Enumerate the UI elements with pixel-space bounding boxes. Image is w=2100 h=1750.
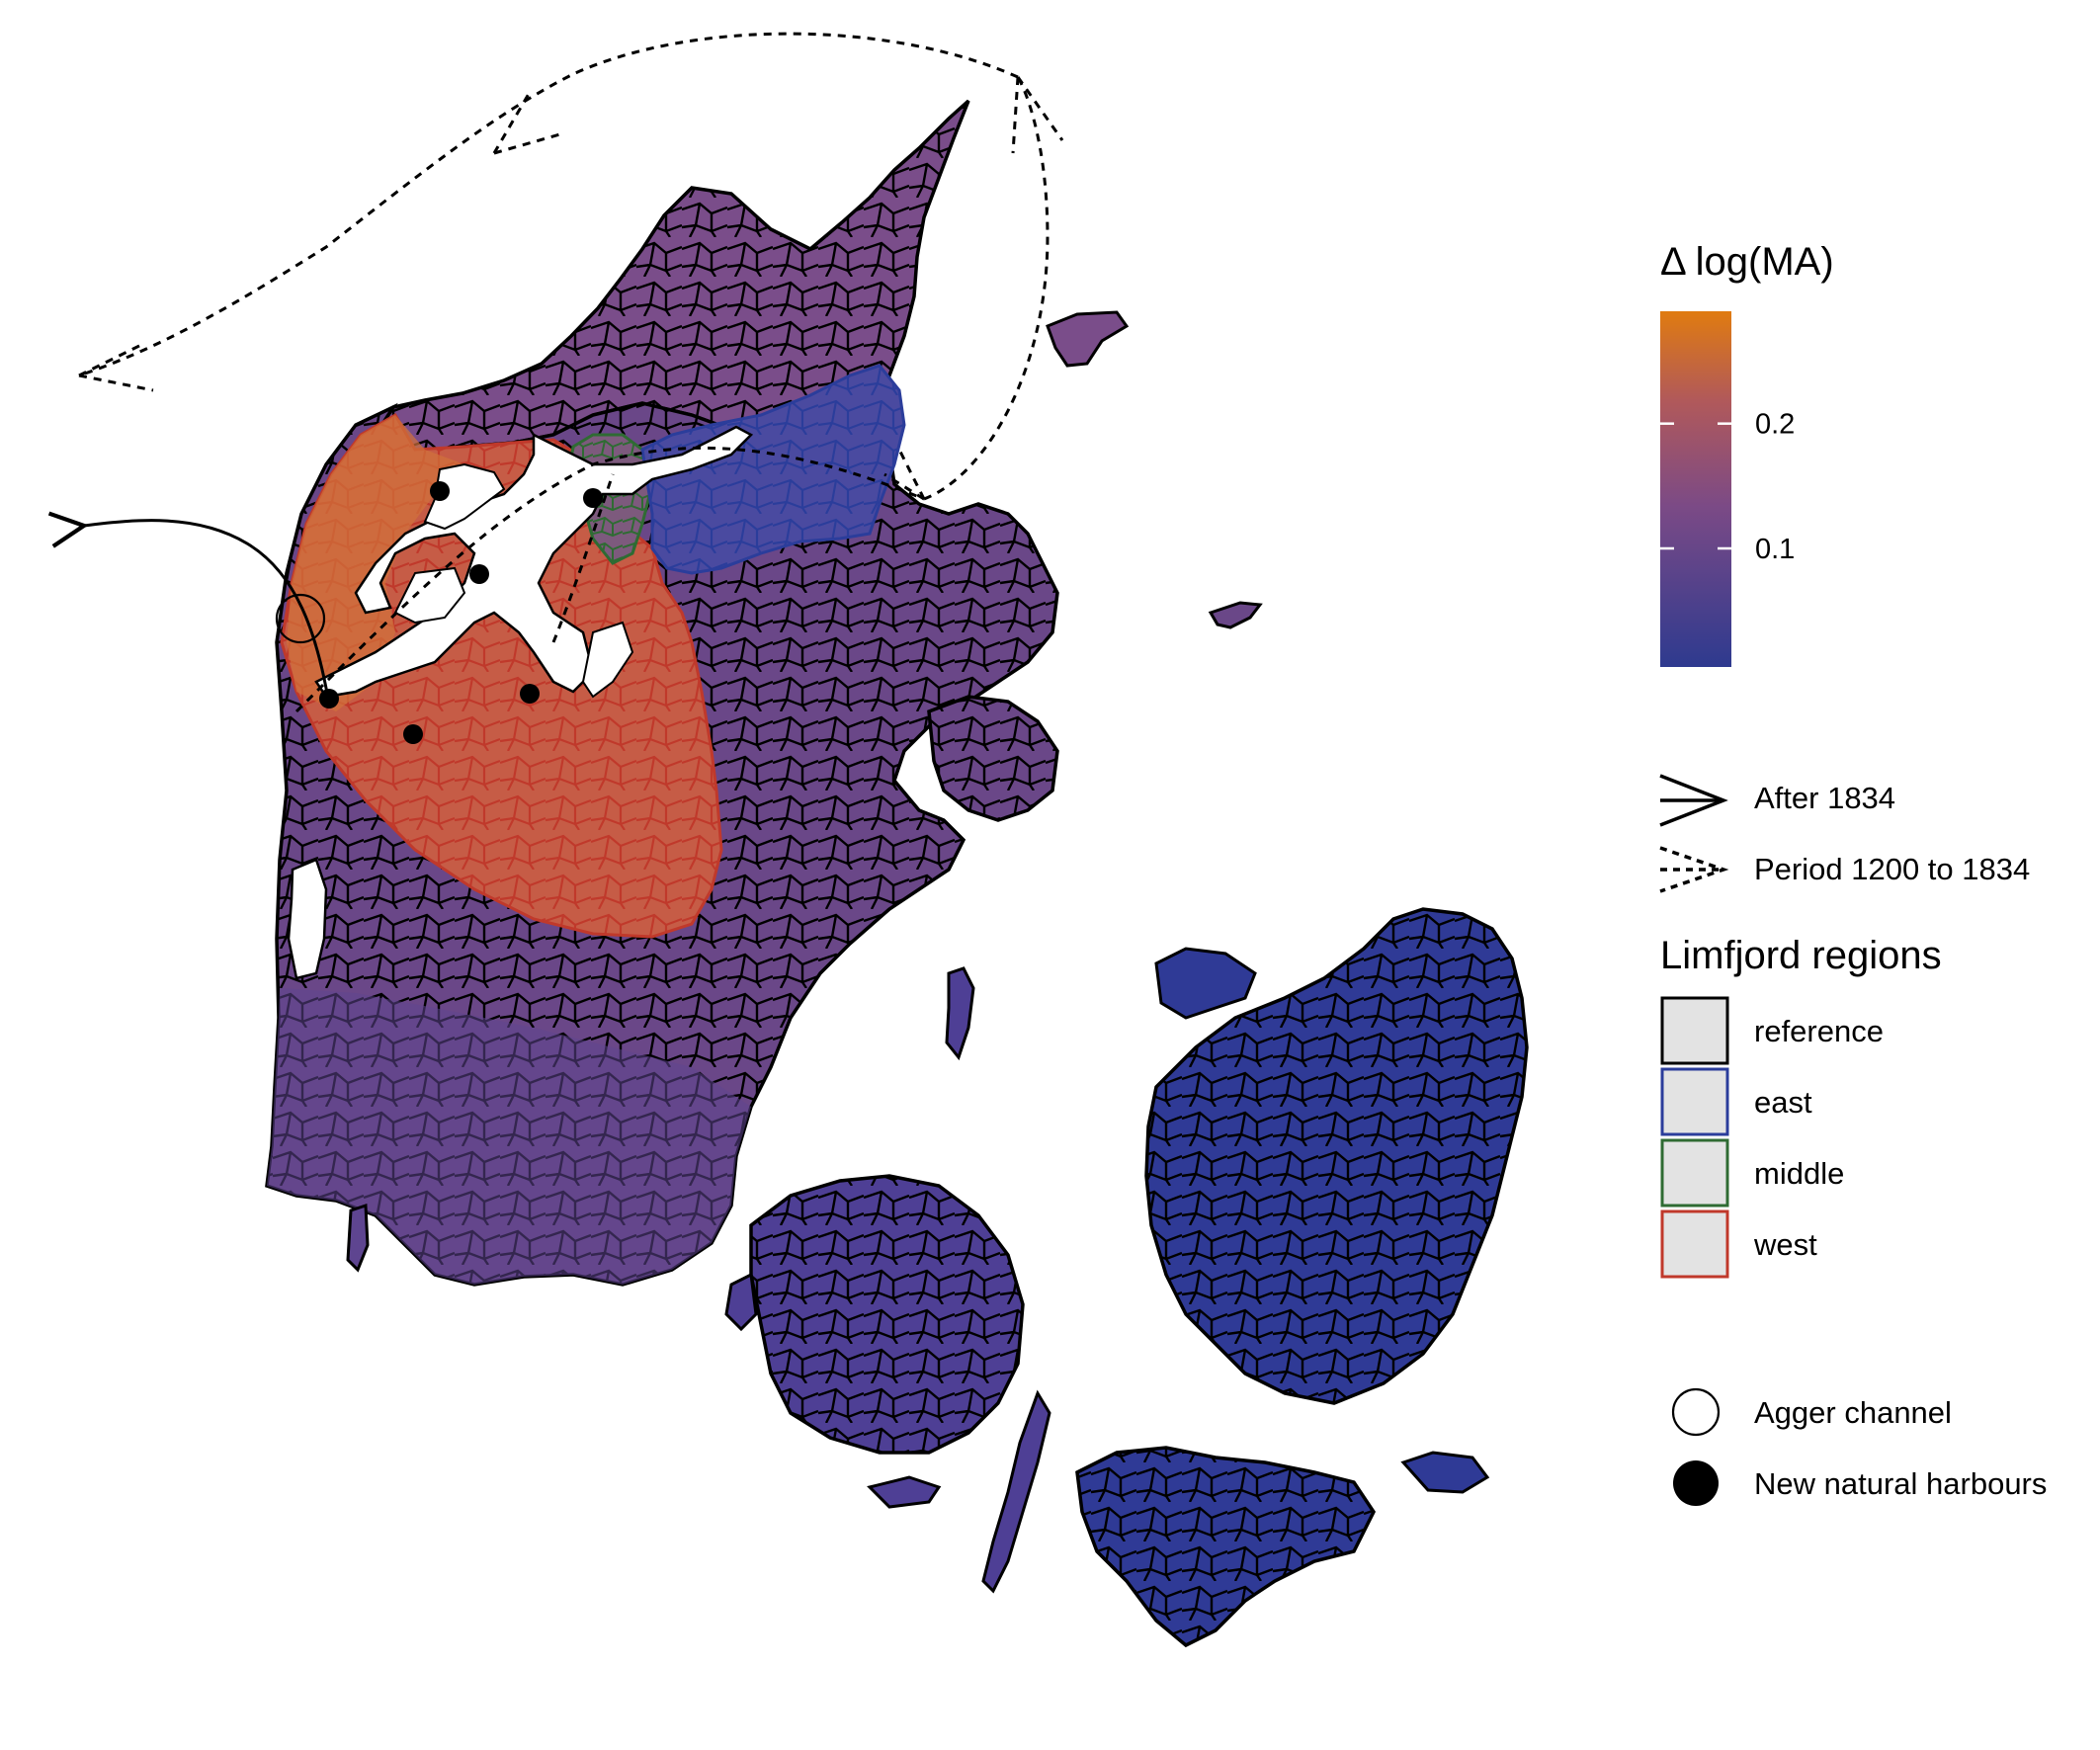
island-fano [346,1203,370,1273]
harbour-marker [520,684,540,704]
zealand-odsherred [1154,947,1257,1020]
limfjord-bay-lower [581,621,634,699]
colorbar [1660,311,1731,667]
harbour-marker [583,488,603,508]
colorbar-ticks: 0.2 0.1 [1660,409,1795,565]
routes [78,32,1064,713]
harbour-marker [403,724,423,744]
region-south-jutland [267,988,751,1285]
east-parishes [640,364,906,575]
limfjord-water [314,425,754,699]
harbour-marker [430,481,450,501]
region-legend-title: Limfjord regions [1660,934,1942,977]
region-key-label: east [1754,1085,1812,1120]
harbour-marker [319,689,339,708]
djursland-parishes [927,695,1059,822]
after-1834-key [1659,774,1728,827]
zealand-parishes [1144,907,1529,1405]
colorbar-tick-label: 0.2 [1755,409,1795,441]
island-anholt [1208,601,1263,629]
legend: Δ log(MA) 0.2 0.1 After 1834 Period 1200 … [1659,240,2047,1506]
funen-parishes [749,1174,1025,1455]
limfjord-bay-south [393,566,466,625]
region-key-label: reference [1754,1014,1884,1048]
harbours-label: New natural harbours [1754,1466,2047,1501]
period-key [1659,846,1729,893]
agger-channel-marker [275,593,326,644]
after-1834-label: After 1834 [1754,781,1895,815]
island-laeso [1046,310,1130,368]
region-key-label: west [1753,1227,1817,1262]
route-after-1834 [84,521,330,700]
colorbar-title: Δ log(MA) [1660,240,1834,284]
harbour-markers [319,481,603,744]
island-samso [945,966,975,1061]
harbour-marker [469,564,489,584]
route-period-1200-1834 [78,32,1064,713]
region-legend-keys: reference east middle west [1660,996,1884,1279]
period-label: Period 1200 to 1834 [1754,852,2030,886]
marker-legend: Agger channel New natural harbours [1671,1387,2047,1506]
agger-label: Agger channel [1754,1395,1952,1430]
region-key-swatch [1660,1067,1729,1136]
island-aero [867,1475,942,1509]
agger-key-icon [1671,1387,1721,1437]
lolland-falster-parishes [1075,1446,1377,1648]
region-key-swatch [1660,1209,1729,1279]
region-key-swatch [1660,1138,1729,1208]
harbour-key-icon [1673,1460,1719,1506]
colorbar-tick-label: 0.1 [1755,534,1795,565]
ringkobing-fjord [287,858,328,980]
island-mon [1400,1451,1490,1494]
map-land [265,99,1529,1648]
limfjord-bay-north [423,462,506,531]
island-langeland [981,1389,1051,1594]
route-legend: After 1834 Period 1200 to 1834 [1659,774,2030,893]
island-als [724,1272,758,1332]
region-key-swatch [1660,996,1729,1065]
region-key-label: middle [1754,1156,1844,1191]
